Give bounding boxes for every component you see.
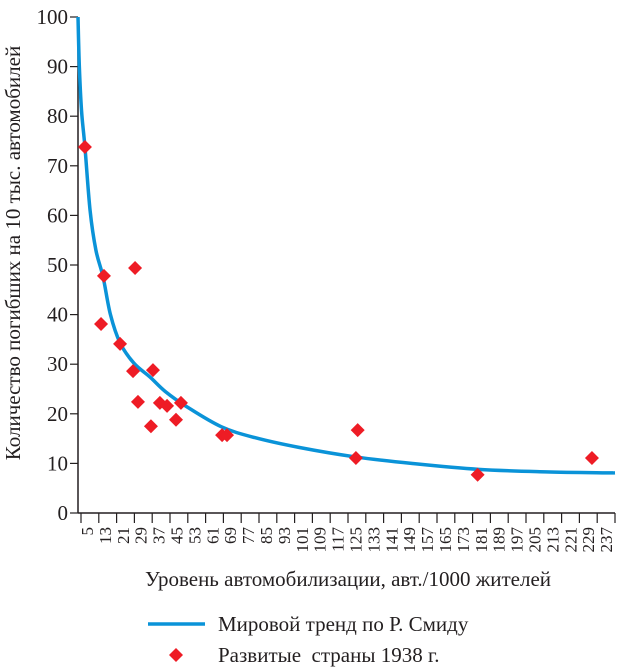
x-tick-label: 221 <box>561 527 580 553</box>
x-tick-label: 77 <box>239 527 258 545</box>
x-tick-label: 141 <box>382 527 401 553</box>
y-tick-label: 90 <box>47 55 68 79</box>
x-tick-label: 13 <box>96 527 115 544</box>
data-point <box>143 419 158 434</box>
x-tick-label: 213 <box>543 527 562 553</box>
x-tick-label: 149 <box>400 527 419 553</box>
x-tick-label: 109 <box>311 527 330 553</box>
y-tick-label: 70 <box>47 154 68 178</box>
data-point <box>77 139 92 154</box>
y-axis-label: Количество погибших на 10 тыс. автомобил… <box>1 46 25 460</box>
x-tick-label: 85 <box>257 527 276 544</box>
data-point <box>126 364 141 379</box>
x-tick-label: 165 <box>436 527 455 553</box>
x-tick-label: 173 <box>454 527 473 553</box>
x-tick-label: 157 <box>418 527 437 553</box>
plot-area <box>76 16 616 482</box>
x-tick-label: 237 <box>597 527 616 553</box>
legend: Мировой тренд по Р. Смиду Развитые стран… <box>148 612 469 667</box>
trend-line <box>76 16 616 475</box>
data-point <box>350 423 365 438</box>
x-tick-label: 21 <box>114 527 133 544</box>
legend-label-trend: Мировой тренд по Р. Смиду <box>218 612 469 636</box>
x-tick-label: 229 <box>579 527 598 553</box>
x-tick-label: 197 <box>508 527 527 553</box>
y-axis: 0 10 20 30 40 50 60 70 80 90 100 <box>37 5 79 525</box>
x-tick-label: 125 <box>346 527 365 553</box>
y-tick-label: 10 <box>47 451 68 475</box>
data-point <box>96 268 111 283</box>
y-tick-label: 50 <box>47 253 68 277</box>
y-tick-label: 60 <box>47 203 68 227</box>
x-tick-label: 37 <box>150 527 169 545</box>
x-tick-label: 133 <box>364 527 383 553</box>
x-axis-label: Уровень автомобилизации, авт./1000 жител… <box>145 567 551 591</box>
data-point <box>348 450 363 465</box>
data-point <box>173 395 188 410</box>
x-tick-label: 101 <box>293 527 312 553</box>
y-tick-label: 80 <box>47 104 68 128</box>
legend-diamond-marker <box>169 648 183 662</box>
data-point <box>470 467 485 482</box>
x-axis: 5132129374553616977859310110911712513314… <box>78 512 616 553</box>
x-tick-label: 117 <box>329 527 348 552</box>
x-tick-label: 61 <box>203 527 222 544</box>
y-tick-label: 30 <box>47 352 68 376</box>
data-point <box>145 363 160 378</box>
data-point <box>160 398 175 413</box>
y-tick-label: 40 <box>47 303 68 327</box>
data-point <box>113 336 128 351</box>
x-tick-label: 69 <box>221 527 240 544</box>
y-tick-label: 20 <box>47 402 68 426</box>
x-tick-label: 205 <box>525 527 544 553</box>
y-tick-label: 0 <box>58 501 69 525</box>
x-tick-label: 5 <box>78 527 97 536</box>
x-tick-label: 189 <box>490 527 509 553</box>
x-tick-label: 45 <box>167 527 186 544</box>
y-tick-label: 100 <box>37 5 69 29</box>
data-point <box>130 394 145 409</box>
data-point <box>220 428 235 443</box>
data-point <box>128 260 143 275</box>
data-point <box>169 412 184 427</box>
x-tick-label: 29 <box>132 527 151 544</box>
x-tick-label: 93 <box>275 527 294 544</box>
x-tick-label: 181 <box>472 527 491 553</box>
legend-label-countries: Развитые страны 1938 г. <box>218 643 439 667</box>
data-point <box>584 450 599 465</box>
data-point <box>94 317 109 332</box>
x-tick-label: 53 <box>185 527 204 544</box>
